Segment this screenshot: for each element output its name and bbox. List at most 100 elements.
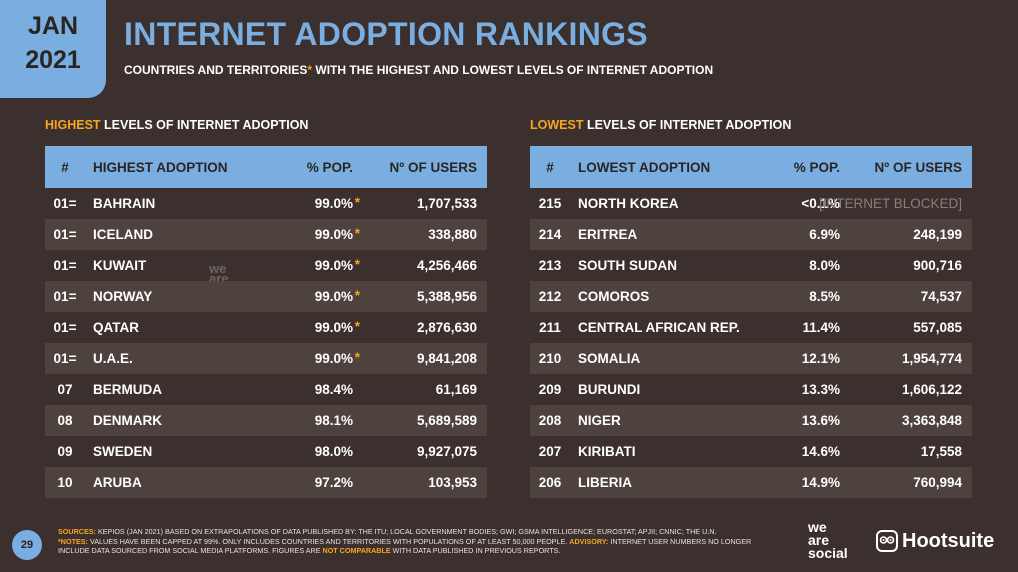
row-name: NORWAY [93, 289, 153, 304]
header-pct: % POP. [793, 160, 840, 175]
header-users: Nº OF USERS [874, 160, 962, 175]
table-row: 206 LIBERIA 14.9% 760,994 [530, 467, 972, 498]
row-users: 900,716 [913, 258, 962, 273]
row-users: 61,169 [435, 382, 477, 397]
row-users: 5,388,956 [416, 289, 477, 304]
row-pct-asterisk: * [354, 350, 360, 365]
lowest-table: # LOWEST ADOPTION % POP. Nº OF USERS 215… [530, 146, 972, 498]
lowest-table-header: # LOWEST ADOPTION % POP. Nº OF USERS [530, 146, 972, 188]
row-rank: 01= [53, 351, 77, 366]
row-rank: 10 [57, 475, 73, 490]
row-pct: 99.0% [314, 351, 353, 366]
subtitle-post: WITH THE HIGHEST AND LOWEST LEVELS OF IN… [312, 63, 714, 77]
row-pct: 98.4% [314, 382, 353, 397]
row-name: NORTH KOREA [578, 196, 679, 211]
row-rank: 210 [538, 351, 562, 366]
row-rank: 09 [57, 444, 73, 459]
page-title: INTERNET ADOPTION RANKINGS [124, 16, 648, 52]
row-name: KUWAIT [93, 258, 147, 273]
row-users: 557,085 [913, 320, 962, 335]
table-row: 214 ERITREA 6.9% 248,199 [530, 219, 972, 250]
row-users: 1,606,122 [901, 382, 962, 397]
row-name: ARUBA [93, 475, 142, 490]
header-users: Nº OF USERS [389, 160, 477, 175]
table-row: 09 SWEDEN 98.0% 9,927,075 [45, 436, 487, 467]
logo-are: are [808, 532, 830, 548]
row-name: BURUNDI [578, 382, 641, 397]
table-row: 208 NIGER 13.6% 3,363,848 [530, 405, 972, 436]
logo-social: social [808, 545, 848, 561]
header-rank: # [61, 160, 69, 175]
row-pct: 99.0% [314, 320, 353, 335]
sources-text: KEPIOS (JAN 2021) BASED ON EXTRAPOLATION… [95, 527, 717, 536]
table-row: 01= ICELAND 99.0% * 338,880 [45, 219, 487, 250]
row-pct: 97.2% [314, 475, 353, 490]
sources-label: SOURCES: [58, 527, 96, 536]
footer-notes: SOURCES: KEPIOS (JAN 2021) BASED ON EXTR… [58, 527, 778, 556]
table-row: 01= KUWAIT 99.0% * 4,256,466 [45, 250, 487, 281]
row-rank: 209 [538, 382, 562, 397]
table-row: 01= NORWAY 99.0% * 5,388,956 [45, 281, 487, 312]
row-users: 2,876,630 [416, 320, 477, 335]
date-badge: JAN 2021 [0, 0, 106, 98]
table-row: 213 SOUTH SUDAN 8.0% 900,716 [530, 250, 972, 281]
table-row: 07 BERMUDA 98.4% 61,169 [45, 374, 487, 405]
row-pct: 98.1% [314, 413, 353, 428]
row-name: U.A.E. [93, 351, 133, 366]
row-pct: <0.1% [801, 196, 840, 211]
row-rank: 01= [53, 258, 77, 273]
row-rank: 212 [538, 289, 562, 304]
row-users: 248,199 [913, 227, 962, 242]
row-name: DENMARK [93, 413, 162, 428]
highest-table: # HIGHEST ADOPTION % POP. Nº OF USERS 01… [45, 146, 487, 498]
logo-we: we [808, 519, 827, 535]
row-name: NIGER [578, 413, 621, 428]
row-name: LIBERIA [578, 475, 632, 490]
row-pct: 8.0% [809, 258, 840, 273]
row-pct-asterisk: * [354, 257, 360, 272]
row-rank: 213 [538, 258, 562, 273]
row-rank: 211 [539, 320, 561, 335]
row-pct: 99.0% [314, 258, 353, 273]
row-users: 5,689,589 [416, 413, 477, 428]
row-rank: 207 [538, 444, 562, 459]
header-name: LOWEST ADOPTION [578, 160, 711, 175]
table-row: 08 DENMARK 98.1% 5,689,589 [45, 405, 487, 436]
row-users: 74,537 [920, 289, 962, 304]
highest-label-highlight: HIGHEST [45, 118, 101, 132]
end-text: WITH DATA PUBLISHED IN PREVIOUS REPORTS. [390, 546, 561, 555]
we-are-social-logo: we are social [808, 519, 848, 561]
row-rank: 08 [57, 413, 73, 428]
row-pct: 14.9% [801, 475, 840, 490]
row-name: SOMALIA [578, 351, 641, 366]
row-rank: 206 [538, 475, 562, 490]
row-name: BAHRAIN [93, 196, 156, 211]
row-pct: 99.0% [314, 227, 353, 242]
row-pct-asterisk: * [354, 288, 360, 303]
row-users: 17,558 [920, 444, 962, 459]
row-name: BERMUDA [93, 382, 162, 397]
table-row: 207 KIRIBATI 14.6% 17,558 [530, 436, 972, 467]
row-users: 1,954,774 [901, 351, 962, 366]
row-rank: 215 [538, 196, 562, 211]
row-users: 9,927,075 [416, 444, 477, 459]
not-comparable: NOT COMPARABLE [322, 546, 391, 555]
row-rank: 01= [53, 289, 77, 304]
row-pct: 99.0% [314, 196, 353, 211]
header-pct: % POP. [306, 160, 353, 175]
row-name: SWEDEN [93, 444, 153, 459]
table-row: 210 SOMALIA 12.1% 1,954,774 [530, 343, 972, 374]
row-users: 9,841,208 [416, 351, 477, 366]
advisory-text: INTERNET USER NUMBERS NO LONGER INCLUDE … [58, 536, 752, 556]
row-rank: 01= [53, 196, 77, 211]
table-row: 01= QATAR 99.0% * 2,876,630 [45, 312, 487, 343]
page-subtitle: COUNTRIES AND TERRITORIES* WITH THE HIGH… [124, 63, 713, 77]
subtitle-asterisk: * [307, 63, 313, 77]
row-name: COMOROS [578, 289, 650, 304]
row-users: 338,880 [428, 227, 477, 242]
row-rank: 07 [57, 382, 73, 397]
row-users: 1,707,533 [416, 196, 477, 211]
table-row: 215 NORTH KOREA <0.1% [INTERNET BLOCKED] [530, 188, 972, 219]
highest-label-rest: LEVELS OF INTERNET ADOPTION [100, 118, 309, 132]
row-name: ERITREA [578, 227, 638, 242]
